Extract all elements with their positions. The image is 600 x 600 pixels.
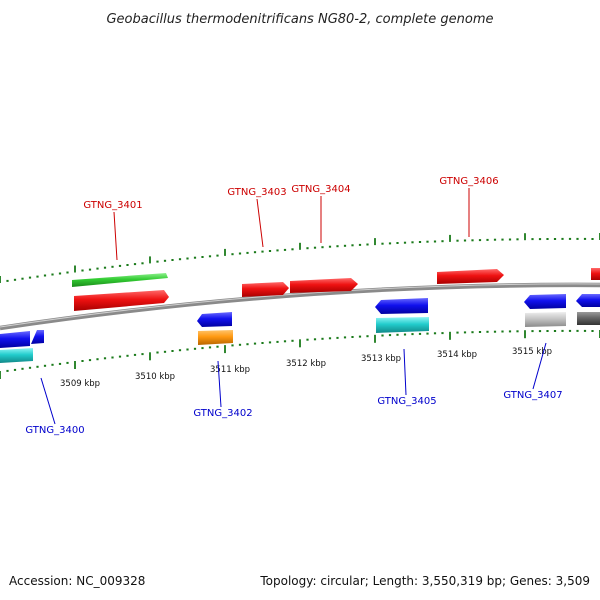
gene-gtng-3408-arrow[interactable]	[591, 268, 600, 280]
gene-gtng-3408-reverse-arrow[interactable]	[576, 294, 600, 307]
leader-gtng-3405	[403, 348, 407, 396]
gene-gtng-3402-feature[interactable]	[198, 330, 233, 345]
kbp-label-3513: 3513 kbp	[361, 354, 401, 364]
gene-label-gtng-3407[interactable]: GTNG_3407	[503, 390, 562, 401]
gene-gtng-3400-small-arrow[interactable]	[31, 330, 44, 344]
genome-backbone	[0, 282, 600, 331]
gene-gtng-3404-arrow[interactable]	[290, 278, 358, 293]
gene-labels: GTNG_3401 GTNG_3403 GTNG_3404 GTNG_3406 …	[25, 176, 562, 436]
accession-text: Accession: NC_009328	[9, 574, 146, 588]
kbp-scale-labels: 3509 kbp 3510 kbp 3511 kbp 3512 kbp 3513…	[60, 347, 552, 389]
gene-gtng-3402-arrow[interactable]	[197, 312, 232, 327]
leader-gtng-3402	[217, 360, 222, 408]
leader-gtng-3400	[40, 377, 56, 425]
gene-leader-lines	[40, 188, 547, 425]
outer-tick-track	[0, 233, 600, 283]
gene-gtng-3400-arrow[interactable]	[0, 331, 30, 348]
gene-label-gtng-3403[interactable]: GTNG_3403	[227, 187, 286, 198]
gene-label-gtng-3402[interactable]: GTNG_3402	[193, 408, 252, 419]
kbp-label-3511: 3511 kbp	[210, 365, 250, 375]
gene-gtng-3403-arrow[interactable]	[242, 282, 289, 297]
gene-gtng-3401-arrow[interactable]	[74, 290, 169, 311]
kbp-label-3509: 3509 kbp	[60, 379, 100, 389]
inner-tick-track	[0, 329, 600, 379]
genome-summary-text: Topology: circular; Length: 3,550,319 bp…	[260, 574, 590, 588]
gene-label-gtng-3406[interactable]: GTNG_3406	[439, 176, 498, 187]
gene-label-gtng-3400[interactable]: GTNG_3400	[25, 425, 84, 436]
leader-gtng-3403	[256, 198, 264, 248]
kbp-label-3515: 3515 kbp	[512, 347, 552, 357]
gene-gtng-3405-feature[interactable]	[376, 317, 429, 333]
gene-gtng-3405-arrow[interactable]	[375, 298, 428, 314]
gene-gtng-3407-arrow[interactable]	[524, 294, 566, 309]
leader-gtng-3401	[113, 211, 118, 261]
gene-gtng-3400-feature[interactable]	[0, 348, 33, 363]
gene-gtng-3401-feature[interactable]	[72, 273, 168, 287]
kbp-label-3514: 3514 kbp	[437, 350, 477, 360]
map-title: Geobacillus thermodenitrificans NG80-2, …	[106, 12, 493, 27]
gene-label-gtng-3401[interactable]: GTNG_3401	[83, 200, 142, 211]
genome-backbone-highlight	[0, 283, 600, 328]
gene-gtng-3407-feature[interactable]	[525, 312, 566, 327]
gene-gtng-3406-arrow[interactable]	[437, 269, 504, 284]
kbp-label-3510: 3510 kbp	[135, 372, 175, 382]
gene-label-gtng-3404[interactable]: GTNG_3404	[291, 184, 350, 195]
kbp-label-3512: 3512 kbp	[286, 359, 326, 369]
gene-label-gtng-3405[interactable]: GTNG_3405	[377, 396, 436, 407]
leader-gtng-3407	[532, 342, 547, 390]
gene-gtng-3408-feature[interactable]	[577, 312, 600, 325]
